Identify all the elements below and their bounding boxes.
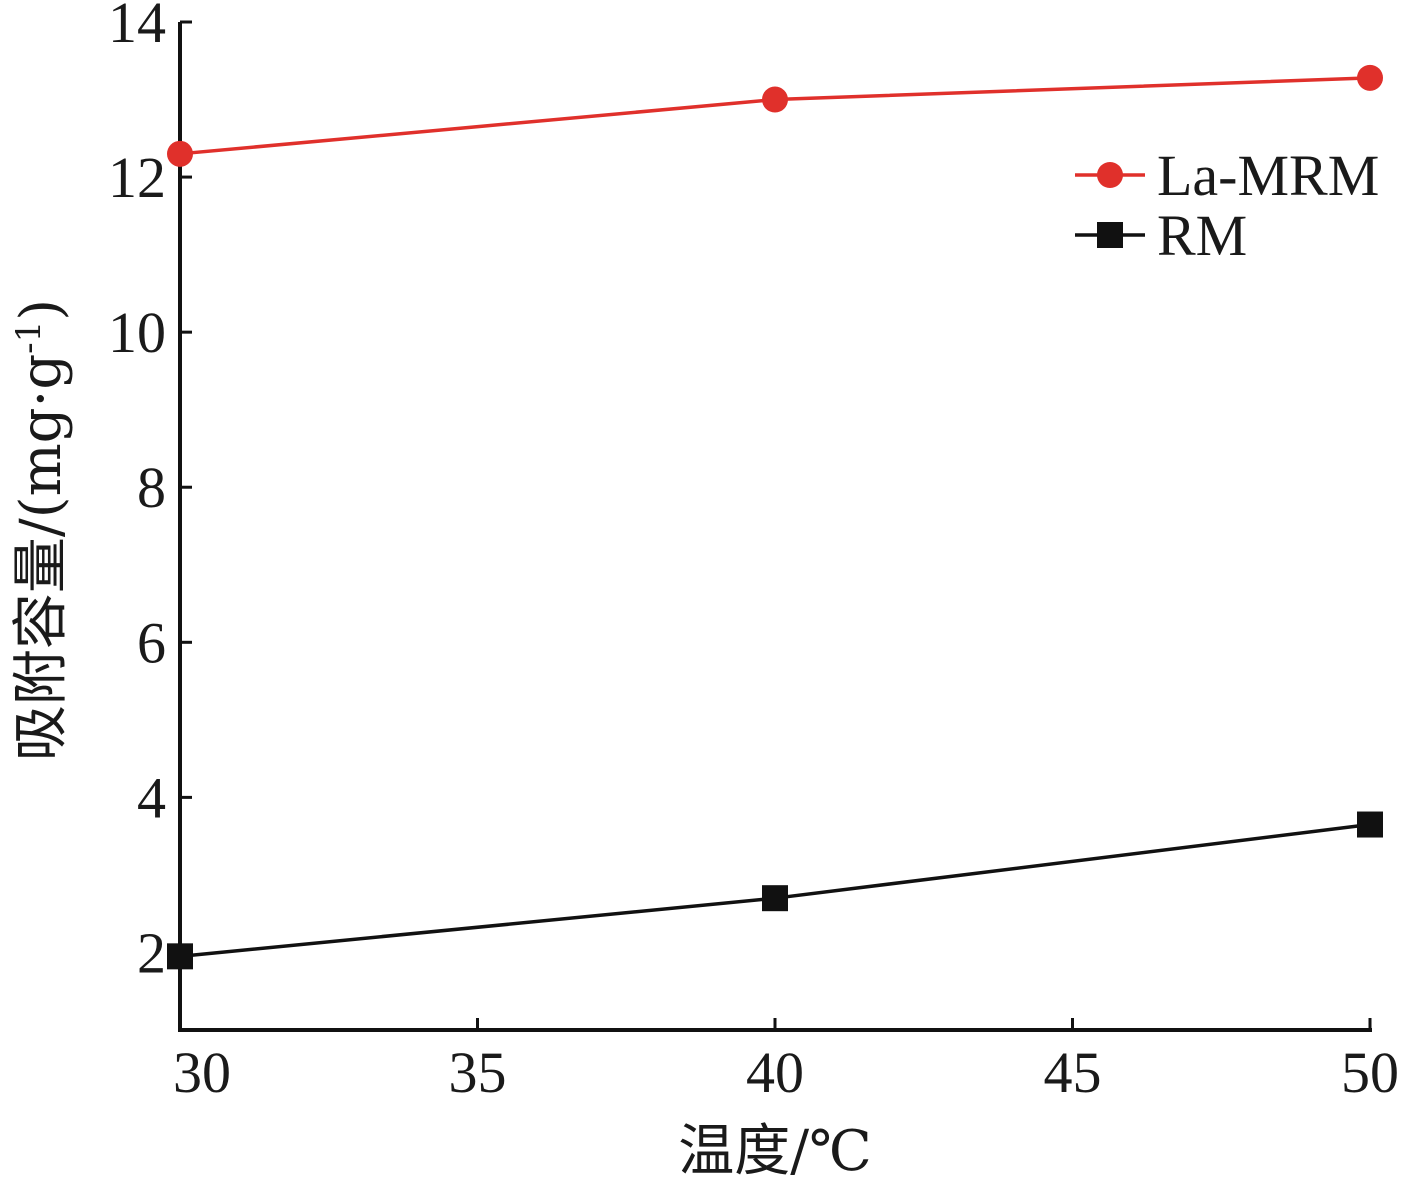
y-axis-title: 吸附容量/(mg·g-1) (9, 299, 74, 761)
axes: 30 35 40 45 50 2 4 6 8 10 12 14 (108, 0, 1399, 1105)
x-tick-label: 30 (173, 1040, 231, 1105)
data-point-la-mrm (1357, 64, 1383, 91)
y-axis-title-close: ) (9, 299, 74, 321)
y-tick-label: 6 (137, 610, 166, 675)
y-tick-label: 4 (137, 765, 166, 830)
y-tick-label: 14 (108, 0, 166, 55)
y-axis-title-superscript: -1 (9, 321, 49, 354)
data-point-la-mrm (762, 86, 788, 113)
legend-label-rm: RM (1157, 203, 1247, 268)
y-tick-label: 2 (137, 920, 166, 985)
y-tick-label: 10 (108, 300, 166, 365)
y-tick-label: 8 (137, 455, 166, 520)
data-point-rm (167, 943, 193, 970)
data-point-rm (762, 885, 788, 912)
legend-marker-la-mrm (1097, 162, 1123, 188)
x-tick-label: 50 (1341, 1040, 1399, 1105)
x-axis-title: 温度/℃ (678, 1119, 872, 1181)
x-tick-label: 35 (449, 1040, 507, 1105)
data-point-rm (1357, 811, 1383, 838)
x-tick-label: 45 (1044, 1040, 1102, 1105)
x-tick-label: 40 (746, 1040, 804, 1105)
data-point-la-mrm (167, 140, 193, 167)
legend-marker-rm (1097, 222, 1123, 248)
y-axis-title-main: 吸附容量/(mg·g (9, 354, 74, 761)
y-tick-label: 12 (108, 145, 166, 210)
series-layer (167, 64, 1383, 970)
legend-label-la-mrm: La-MRM (1157, 143, 1379, 208)
